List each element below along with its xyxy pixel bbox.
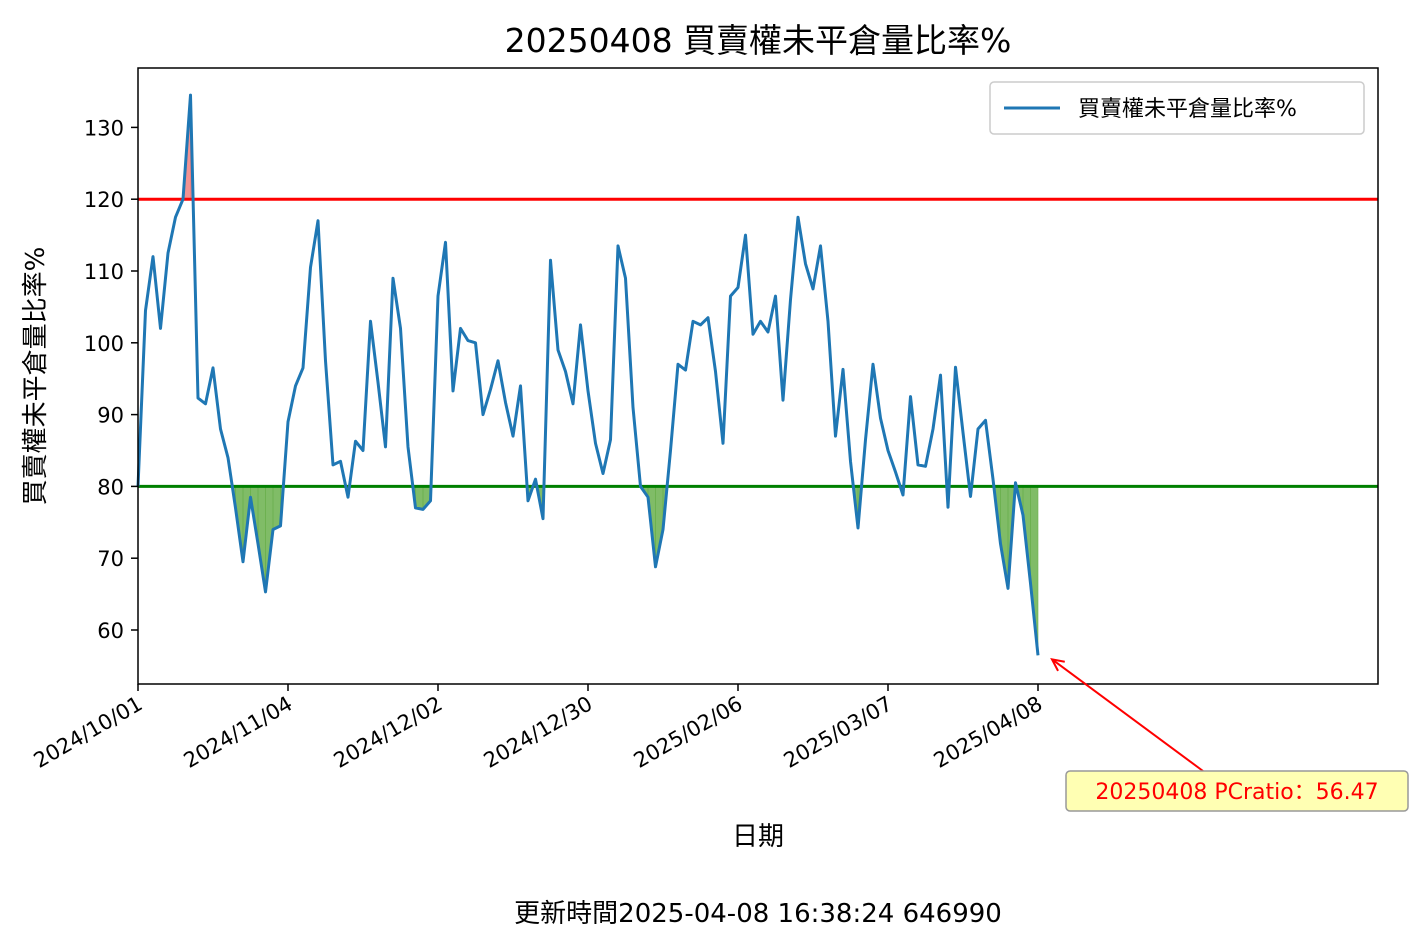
annotation: 20250408 PCratio：56.47 — [1050, 657, 1409, 812]
x-tick-label: 2024/10/01 — [30, 692, 147, 773]
y-tick-label: 70 — [97, 547, 124, 571]
chart-title: 20250408 買賣權未平倉量比率% — [505, 21, 1012, 60]
annotation-text: 20250408 PCratio：56.47 — [1095, 780, 1378, 805]
y-tick-label: 60 — [97, 619, 124, 643]
x-tick-label: 2025/02/06 — [630, 692, 747, 773]
y-tick-label: 130 — [84, 116, 124, 140]
y-tick-label: 120 — [84, 188, 124, 212]
annotation-arrow — [1051, 658, 1204, 772]
x-tick-label: 2024/11/04 — [180, 692, 297, 773]
y-tick-label: 90 — [97, 404, 124, 428]
legend-box — [989, 81, 1365, 135]
x-tick-label: 2025/03/07 — [780, 692, 897, 773]
annotation-box — [1065, 770, 1409, 812]
plot-frame — [137, 67, 1379, 685]
x-tick-label: 2024/12/02 — [330, 692, 447, 773]
legend: 買賣權未平倉量比率% — [989, 81, 1365, 135]
legend-label: 買賣權未平倉量比率% — [1078, 97, 1297, 122]
threshold-fills — [182, 95, 1039, 656]
update-time: 更新時間2025-04-08 16:38:24 646990 — [514, 899, 1002, 929]
y-tick-label: 110 — [84, 260, 124, 284]
x-axis-label: 日期 — [732, 822, 784, 852]
annotation-arrowhead — [1050, 657, 1065, 672]
y-tick-label: 80 — [97, 475, 124, 499]
x-tick-label: 2025/04/08 — [930, 692, 1047, 773]
series-line — [136, 93, 1040, 656]
x-tick-label: 2024/12/30 — [480, 692, 597, 773]
y-tick-label: 100 — [84, 332, 124, 356]
y-axis-label: 買賣權未平倉量比率% — [21, 247, 51, 506]
y-axis-ticks: 60 70 80 90 100 110 120 130 — [84, 116, 138, 643]
x-axis-ticks: 2024/10/01 2024/11/04 2024/12/02 2024/12/30… — [30, 684, 1047, 773]
